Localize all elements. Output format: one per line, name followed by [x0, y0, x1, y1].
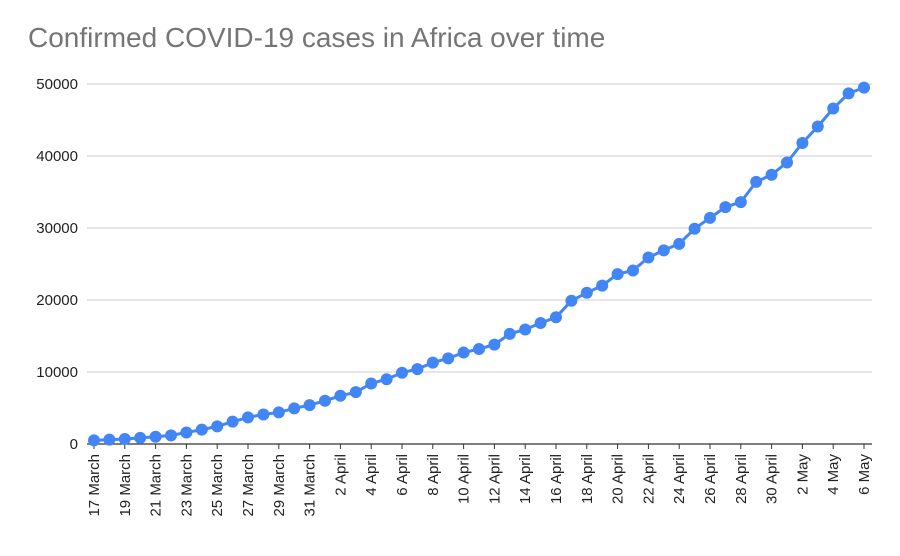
data-point: [226, 415, 239, 428]
x-tick-label: 6 May: [856, 454, 873, 495]
data-point: [550, 311, 562, 324]
data-point: [811, 120, 824, 133]
data-point: [426, 356, 439, 369]
data-point: [334, 389, 347, 402]
data-point: [349, 386, 362, 399]
y-tick-label: 20000: [36, 292, 78, 309]
data-point: [473, 342, 485, 355]
data-point: [442, 352, 455, 365]
data-point: [719, 201, 732, 214]
data-point: [288, 402, 301, 415]
data-point: [319, 394, 331, 407]
data-point: [303, 399, 316, 412]
data-point: [180, 426, 193, 439]
data-point: [858, 81, 870, 94]
data-point: [165, 429, 177, 442]
data-point: [503, 327, 516, 340]
y-tick-label: 0: [70, 436, 78, 453]
data-point: [642, 251, 655, 264]
data-point: [103, 433, 116, 446]
chart-title: Confirmed COVID-19 cases in Africa over …: [28, 22, 606, 53]
x-tick-label: 2 May: [794, 454, 811, 495]
data-point: [242, 411, 254, 424]
x-tick-label: 4 April: [363, 454, 380, 496]
x-tick-label: 6 April: [394, 454, 411, 496]
x-tick-label: 29 March: [271, 454, 288, 517]
data-point: [750, 175, 763, 188]
data-point: [488, 338, 501, 351]
y-tick-label: 40000: [36, 148, 78, 165]
x-tick-label: 2 April: [332, 454, 349, 496]
data-point: [257, 408, 270, 421]
data-point: [565, 294, 578, 307]
data-point: [211, 420, 224, 433]
series-line: [93, 86, 865, 442]
data-point: [781, 156, 793, 169]
x-tick-label: 12 April: [486, 454, 503, 504]
data-point: [673, 237, 686, 250]
data-point: [580, 286, 593, 299]
data-point: [627, 264, 639, 277]
data-point: [534, 317, 547, 330]
data-point: [411, 363, 424, 376]
x-tick-label: 10 April: [456, 454, 473, 504]
x-tick-label: 18 April: [579, 454, 596, 504]
data-point: [611, 268, 624, 281]
data-point: [149, 430, 162, 443]
x-tick-label: 31 March: [302, 454, 319, 517]
data-point: [396, 366, 408, 379]
y-tick-label: 30000: [36, 220, 78, 237]
x-tick-label: 19 March: [117, 454, 134, 517]
x-tick-label: 23 March: [178, 454, 195, 517]
data-point: [118, 432, 131, 445]
data-point: [195, 423, 208, 436]
x-tick-label: 28 April: [733, 454, 750, 504]
data-point: [765, 168, 778, 181]
x-tick-label: 30 April: [764, 454, 781, 504]
data-point: [596, 279, 609, 292]
data-point: [827, 102, 840, 115]
x-tick-label: 16 April: [548, 454, 565, 504]
x-tick-label: 4 May: [825, 454, 842, 495]
data-point: [704, 211, 716, 224]
x-tick-label: 22 April: [640, 454, 657, 504]
data-point: [796, 137, 809, 150]
x-tick-label: 25 March: [209, 454, 226, 517]
data-point: [457, 346, 470, 359]
y-tick-label: 50000: [36, 76, 78, 93]
x-tick-label: 20 April: [610, 454, 627, 504]
data-point: [134, 431, 147, 444]
data-point: [657, 244, 670, 257]
x-tick-label: 17 March: [86, 454, 103, 517]
data-point: [734, 196, 747, 209]
x-tick-label: 26 April: [702, 454, 719, 504]
x-tick-label: 27 March: [240, 454, 257, 517]
x-tick-label: 8 April: [425, 454, 442, 496]
x-tick-label: 14 April: [517, 454, 534, 504]
x-tick-label: 24 April: [671, 454, 688, 504]
x-tick-label: 21 March: [148, 454, 165, 517]
data-point: [272, 406, 285, 419]
data-point: [519, 323, 532, 336]
data-point: [842, 87, 855, 100]
data-point: [688, 222, 701, 235]
data-point: [88, 434, 100, 447]
data-point: [380, 373, 393, 386]
y-tick-label: 10000: [36, 364, 78, 381]
data-point: [365, 377, 378, 390]
